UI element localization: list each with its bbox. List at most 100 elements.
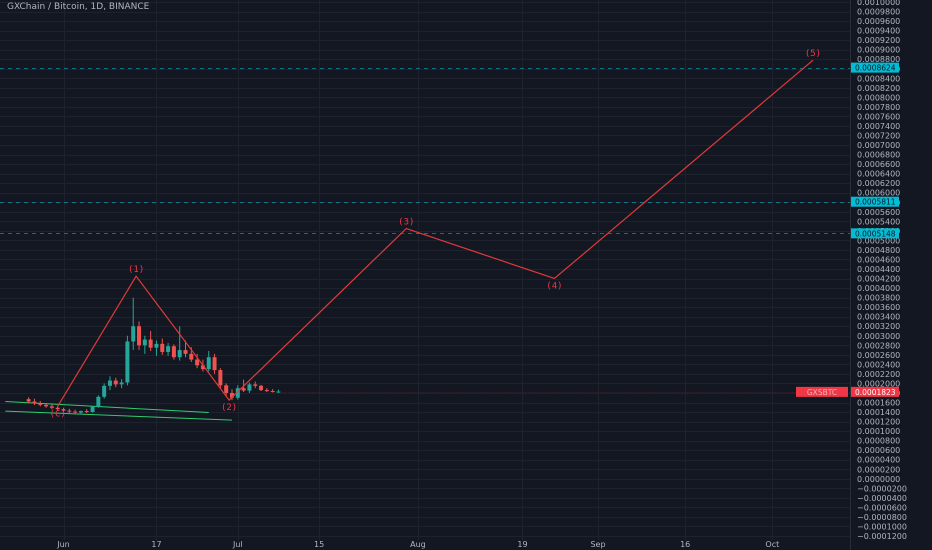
time-tick: Sep [590, 540, 605, 549]
price-tick: 0.0009800 [857, 8, 900, 17]
wave-label: (C) [50, 409, 66, 419]
price-tick: 0.0008200 [857, 84, 900, 93]
current-price-badge [851, 386, 899, 397]
time-tick: Jun [56, 540, 70, 549]
candle-down [229, 392, 234, 398]
wave-label: (5) [805, 49, 821, 59]
price-tick: 0.0006400 [857, 170, 900, 179]
candle-down [241, 388, 246, 391]
price-tick: 0.0007400 [857, 122, 900, 131]
candle-down [224, 385, 229, 393]
price-tick: −0.0000800 [857, 513, 907, 522]
time-tick: 19 [517, 540, 527, 549]
candle-down [137, 326, 142, 346]
candle-up [206, 357, 211, 370]
price-tick: 0.0000000 [857, 475, 900, 484]
price-tick: 0.0003000 [857, 332, 900, 341]
price-tick: 0.0002800 [857, 341, 900, 350]
level-badge-label: 0.0005811 [855, 198, 896, 207]
price-tick: 0.0004000 [857, 284, 900, 293]
candle-down [212, 357, 217, 371]
symbol-badge [796, 386, 848, 397]
candle-up [78, 411, 83, 413]
time-tick: Aug [410, 540, 426, 549]
price-tick: 0.0009000 [857, 46, 900, 55]
price-tick: −0.0001000 [857, 522, 907, 531]
price-tick: 0.0004200 [857, 275, 900, 284]
candle-down [195, 359, 200, 366]
time-tick: 16 [680, 540, 690, 549]
time-axis[interactable]: Jun 17 Jul 15 Aug 19 Sep 16 Oct [56, 540, 779, 549]
candle-up [177, 350, 182, 358]
price-tick: −0.0001200 [857, 532, 907, 541]
level-badge-label: 0.0005148 [855, 229, 896, 238]
price-tick: −0.0000200 [857, 484, 907, 493]
time-tick: Oct [765, 540, 779, 549]
candle-down [270, 391, 275, 393]
candle-up [90, 406, 95, 413]
price-axis[interactable]: 0.00100000.00098000.00096000.00094000.00… [857, 0, 907, 541]
candle-down [49, 406, 54, 408]
candle-down [113, 380, 118, 385]
wave-label: (4) [546, 282, 562, 292]
wave-label: (1) [128, 265, 144, 275]
price-tick: 0.0000200 [857, 465, 900, 474]
level-badge [851, 228, 899, 239]
horizontal-levels [0, 68, 850, 393]
wave-label: (3) [398, 217, 414, 227]
candle-up [131, 326, 136, 342]
price-tick: −0.0000600 [857, 503, 907, 512]
time-tick: 17 [151, 540, 161, 549]
candle-up [96, 396, 101, 407]
elliott-wave: (C) (1) (2) (3) (4) (5) [50, 49, 822, 419]
price-tick: 0.0007600 [857, 112, 900, 121]
price-tick: 0.0006000 [857, 189, 900, 198]
price-tick: 0.0009600 [857, 17, 900, 26]
candle-down [84, 411, 89, 413]
price-tick: 0.0004400 [857, 265, 900, 274]
price-tick: 0.0005400 [857, 217, 900, 226]
time-tick: Jul [232, 540, 243, 549]
candle-up [107, 380, 112, 386]
candle-down [44, 404, 49, 407]
price-tick: 0.0009200 [857, 36, 900, 45]
candles [26, 297, 281, 415]
price-tick: 0.0001600 [857, 399, 900, 408]
candle-down [32, 401, 37, 404]
price-tick: 0.0010000 [857, 0, 900, 7]
candle-up [125, 341, 130, 383]
price-tick: 0.0006600 [857, 160, 900, 169]
candle-down [218, 370, 223, 386]
price-tick: 0.0003600 [857, 303, 900, 312]
price-tick: 0.0003200 [857, 322, 900, 331]
price-tick: −0.0000400 [857, 494, 907, 503]
candle-up [154, 343, 159, 348]
price-tick: 0.0009400 [857, 27, 900, 36]
candle-up [142, 339, 147, 346]
price-tick: 0.0007000 [857, 141, 900, 150]
price-tick: 0.0005000 [857, 236, 900, 245]
price-tick: 0.0002200 [857, 370, 900, 379]
candle-down [67, 410, 72, 412]
price-tick: 0.0000400 [857, 456, 900, 465]
price-tick: 0.0006200 [857, 179, 900, 188]
candle-up [235, 388, 240, 398]
candle-down [200, 365, 205, 370]
time-tick: 15 [314, 540, 324, 549]
price-tick: 0.0008000 [857, 93, 900, 102]
level-badge-label: 0.0008624 [855, 64, 896, 73]
candle-down [253, 384, 258, 386]
candle-up [247, 384, 252, 391]
symbol-badge-label: GXSBTC [807, 388, 837, 397]
candle-down [73, 411, 78, 413]
candle-down [38, 403, 43, 405]
price-tick: 0.0000800 [857, 437, 900, 446]
price-tick: 0.0004600 [857, 255, 900, 264]
price-tick: 0.0001000 [857, 427, 900, 436]
candle-up [119, 382, 124, 385]
price-tick: 0.0001400 [857, 408, 900, 417]
price-tick: 0.0003400 [857, 313, 900, 322]
candle-up [166, 346, 171, 352]
